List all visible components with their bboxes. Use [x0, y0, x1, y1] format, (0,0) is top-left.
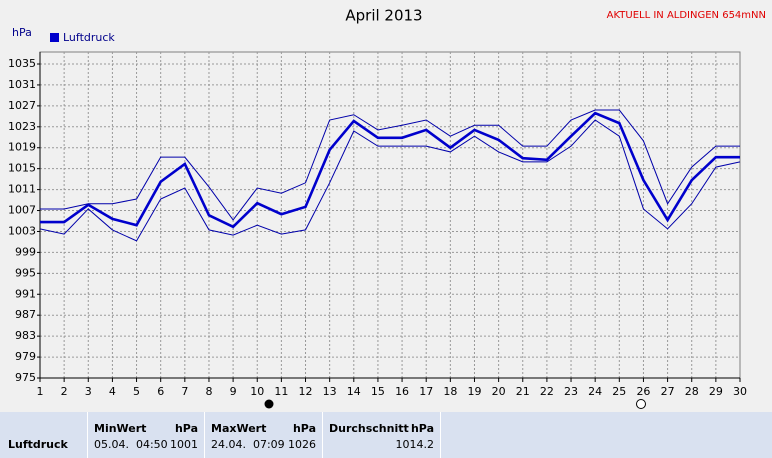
y-tick-label: 1011 — [8, 183, 36, 196]
series-line — [39, 119, 741, 242]
x-tick-label: 3 — [85, 385, 92, 398]
y-tick-label: 1027 — [8, 99, 36, 112]
y-tick-label: 1031 — [8, 78, 36, 91]
x-tick-label: 5 — [133, 385, 140, 398]
legend-swatch — [50, 33, 59, 42]
x-tick-label: 29 — [709, 385, 723, 398]
y-tick-label: 983 — [15, 329, 36, 342]
cell-text: 1014.2 — [395, 438, 435, 451]
x-tick-label: 28 — [685, 385, 699, 398]
y-tick-label: 975 — [15, 371, 36, 384]
x-tick-label: 21 — [516, 385, 530, 398]
chart: April 2013 AKTUELL IN ALDINGEN 654mNN hP… — [8, 7, 766, 409]
x-tick-label: 9 — [230, 385, 237, 398]
header-unit: hPa — [292, 422, 316, 435]
x-tick-label: 1 — [37, 385, 44, 398]
series-line — [40, 109, 740, 221]
y-axis-label: hPa — [12, 26, 32, 39]
annotation: AKTUELL IN ALDINGEN 654mNN — [607, 10, 766, 21]
header: MaxWert — [211, 422, 267, 435]
y-tick-label: 987 — [15, 308, 36, 321]
x-tick-label: 8 — [205, 385, 212, 398]
x-tick-label: 7 — [181, 385, 188, 398]
cell-text: 05.04. 04:50 — [94, 438, 168, 451]
x-tick-label: 25 — [612, 385, 626, 398]
cell: Durchschnitt hPa 1014.2 — [323, 412, 441, 458]
header: Durchschnitt — [329, 422, 409, 435]
y-tick-label: 1023 — [8, 120, 36, 133]
x-tick-label: 24 — [588, 385, 602, 398]
series-line — [40, 111, 740, 229]
x-tick-label: 13 — [323, 385, 337, 398]
x-tick-label: 18 — [443, 385, 457, 398]
chart-title: April 2013 — [345, 7, 422, 25]
x-tick-label: 26 — [636, 385, 650, 398]
cell: MaxWert hPa 24.04. 07:09 1026 — [205, 412, 323, 458]
y-tick-label: 1003 — [8, 224, 36, 237]
header-unit: hPa — [410, 422, 434, 435]
row-label: Luftdruck — [8, 438, 68, 451]
legend-label: Luftdruck — [63, 31, 115, 44]
x-tick-label: 17 — [419, 385, 433, 398]
x-tick-label: 10 — [250, 385, 264, 398]
x-tick-label: 19 — [467, 385, 481, 398]
summary-table: Luftdruck MinWert hPa 05.04. 04:50 1001 … — [0, 412, 772, 458]
moon-full — [636, 399, 646, 409]
x-tick-label: 11 — [274, 385, 288, 398]
x-tick-label: 15 — [371, 385, 385, 398]
y-tick-label: 1007 — [8, 204, 36, 217]
x-tick-label: 2 — [61, 385, 68, 398]
x-tick-label: 22 — [540, 385, 554, 398]
cell-text: 1001 — [170, 438, 198, 451]
x-tick-label: 20 — [492, 385, 506, 398]
cell-text: 1026 — [288, 438, 316, 451]
y-tick-label: 991 — [15, 287, 36, 300]
x-tick-label: 6 — [157, 385, 164, 398]
x-tick-label: 12 — [299, 385, 313, 398]
x-tick-label: 30 — [733, 385, 747, 398]
y-tick-label: 1035 — [8, 57, 36, 70]
x-tick-label: 27 — [661, 385, 675, 398]
x-tick-label: 16 — [395, 385, 409, 398]
moon-new — [264, 399, 274, 409]
row-label-cell: Luftdruck — [0, 412, 88, 458]
header-unit: hPa — [174, 422, 198, 435]
y-tick-label: 1015 — [8, 162, 36, 175]
y-tick-label: 999 — [15, 245, 36, 258]
x-tick-label: 23 — [564, 385, 578, 398]
x-tick-label: 14 — [347, 385, 361, 398]
plot-frame — [39, 51, 741, 379]
cell: MinWert hPa 05.04. 04:50 1001 — [88, 412, 205, 458]
y-tick-label: 995 — [15, 266, 36, 279]
x-tick-label: 4 — [109, 385, 116, 398]
y-tick-label: 979 — [15, 350, 36, 363]
header: MinWert — [94, 422, 147, 435]
cell-text: 24.04. 07:09 — [211, 438, 285, 451]
y-tick-label: 1019 — [8, 141, 36, 154]
